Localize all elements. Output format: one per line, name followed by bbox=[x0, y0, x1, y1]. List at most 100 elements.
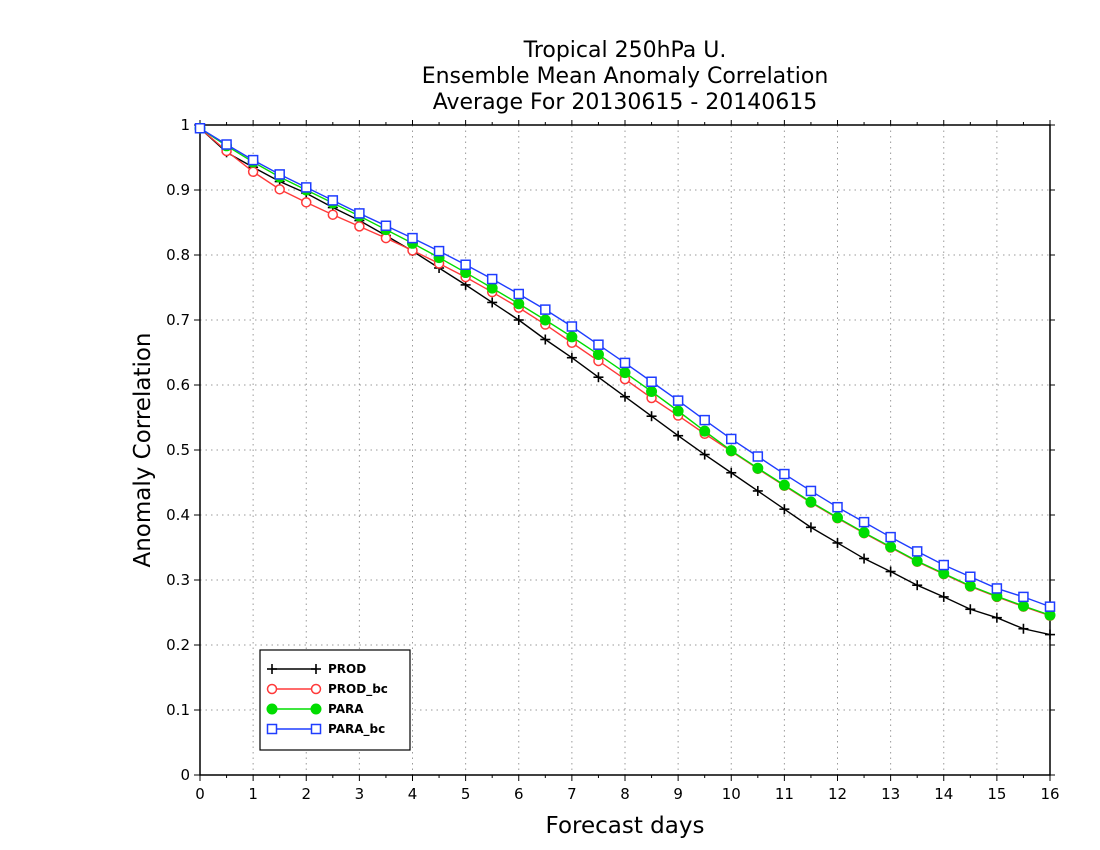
data-point bbox=[486, 273, 498, 285]
data-point bbox=[354, 208, 365, 219]
data-point bbox=[593, 339, 604, 350]
chart-title-line-2: Ensemble Mean Anomaly Correlation bbox=[422, 64, 829, 89]
x-tick-label: 13 bbox=[881, 785, 900, 803]
data-point bbox=[911, 546, 923, 557]
y-tick-label: 0.8 bbox=[166, 246, 190, 264]
legend-label: PROD bbox=[328, 662, 366, 676]
data-point bbox=[646, 386, 658, 397]
data-point bbox=[779, 504, 790, 515]
data-point bbox=[965, 571, 976, 582]
legend-box bbox=[259, 649, 411, 751]
data-point bbox=[805, 496, 817, 508]
legend-entry-prod-bc: PROD_bc bbox=[266, 682, 388, 697]
data-point bbox=[513, 288, 524, 300]
data-point bbox=[832, 501, 843, 513]
data-point bbox=[513, 298, 525, 310]
y-tick-label: 0 bbox=[180, 766, 190, 784]
axis-ticks: 0 1 2 3 4 5 6 7 8 9 10 11 12 13 14 15 1600.10.20.30.40.5… bbox=[166, 116, 1059, 803]
data-point bbox=[1044, 601, 1056, 612]
x-tick-label: 0 bbox=[195, 785, 205, 803]
data-point bbox=[938, 559, 949, 571]
x-tick-label: 11 bbox=[775, 785, 794, 803]
data-point bbox=[274, 184, 285, 195]
x-tick-label: 5 bbox=[461, 785, 471, 803]
x-tick-label: 10 bbox=[722, 785, 741, 803]
data-point bbox=[407, 232, 418, 244]
data-point bbox=[673, 430, 684, 441]
data-point bbox=[619, 367, 631, 379]
x-tick-label: 14 bbox=[934, 785, 953, 803]
data-point bbox=[752, 462, 764, 474]
y-tick-label: 0.2 bbox=[166, 636, 190, 654]
legend-label: PARA_bc bbox=[328, 722, 385, 737]
data-point bbox=[832, 537, 843, 548]
data-point bbox=[540, 304, 551, 315]
data-point bbox=[991, 612, 1002, 623]
legend-label: PROD_bc bbox=[328, 682, 388, 697]
y-tick-label: 0.9 bbox=[166, 181, 190, 199]
x-tick-label: 4 bbox=[408, 785, 418, 803]
legend-label: PARA bbox=[328, 702, 364, 716]
chart-title: Tropical 250hPa U. Ensemble Mean Anomaly… bbox=[422, 38, 829, 115]
legend-marker-right bbox=[310, 723, 322, 735]
data-point bbox=[858, 516, 870, 528]
series-para-bc bbox=[194, 123, 1056, 612]
legend-marker-left bbox=[266, 723, 278, 735]
data-point bbox=[1018, 591, 1029, 603]
data-point bbox=[247, 154, 259, 166]
data-point bbox=[858, 527, 870, 539]
data-point bbox=[301, 197, 312, 208]
data-point bbox=[991, 583, 1003, 594]
y-axis-title: Anomaly Correlation bbox=[130, 332, 156, 567]
data-point bbox=[619, 357, 631, 369]
data-point bbox=[964, 580, 976, 592]
data-point bbox=[194, 123, 206, 134]
y-tick-label: 0.6 bbox=[166, 376, 190, 394]
data-point bbox=[592, 348, 604, 360]
x-tick-label: 7 bbox=[567, 785, 577, 803]
x-tick-label: 6 bbox=[514, 785, 524, 803]
data-point bbox=[380, 220, 392, 231]
y-tick-label: 0.5 bbox=[166, 441, 190, 459]
data-point bbox=[699, 425, 711, 437]
data-point bbox=[487, 297, 498, 308]
data-point bbox=[646, 376, 657, 387]
chart-title-line-1: Tropical 250hPa U. bbox=[523, 38, 727, 63]
data-point bbox=[726, 467, 737, 478]
data-point bbox=[1017, 600, 1029, 612]
legend-marker-left bbox=[266, 703, 278, 715]
series-lines bbox=[194, 122, 1056, 640]
y-tick-label: 1 bbox=[180, 116, 190, 134]
data-point bbox=[699, 414, 710, 426]
legend-marker-right bbox=[311, 664, 321, 674]
data-point bbox=[672, 395, 684, 406]
legend-marker-left bbox=[266, 683, 278, 695]
data-point bbox=[885, 531, 896, 543]
data-point bbox=[938, 591, 949, 602]
legend-marker-right bbox=[310, 683, 322, 695]
data-point bbox=[513, 315, 524, 325]
data-point bbox=[460, 259, 471, 270]
x-tick-label: 12 bbox=[828, 785, 847, 803]
x-tick-label: 9 bbox=[673, 785, 683, 803]
data-point bbox=[805, 522, 816, 533]
data-point bbox=[247, 166, 259, 178]
x-tick-label: 1 bbox=[248, 785, 258, 803]
data-point bbox=[725, 445, 737, 457]
x-tick-label: 16 bbox=[1040, 785, 1059, 803]
data-point bbox=[1045, 629, 1055, 640]
data-point bbox=[752, 451, 764, 462]
data-point bbox=[779, 468, 790, 480]
data-point bbox=[965, 604, 976, 615]
y-tick-label: 0.7 bbox=[166, 311, 190, 329]
data-point bbox=[593, 372, 604, 383]
data-point bbox=[354, 221, 365, 232]
data-point bbox=[885, 541, 897, 553]
data-point bbox=[911, 555, 923, 567]
legend-entry-para-bc: PARA_bc bbox=[266, 722, 385, 737]
legend: PROD PROD_bc PARA PARA_bc bbox=[259, 649, 411, 751]
legend-marker-left bbox=[267, 664, 277, 674]
data-point bbox=[672, 405, 684, 417]
x-tick-label: 2 bbox=[301, 785, 311, 803]
